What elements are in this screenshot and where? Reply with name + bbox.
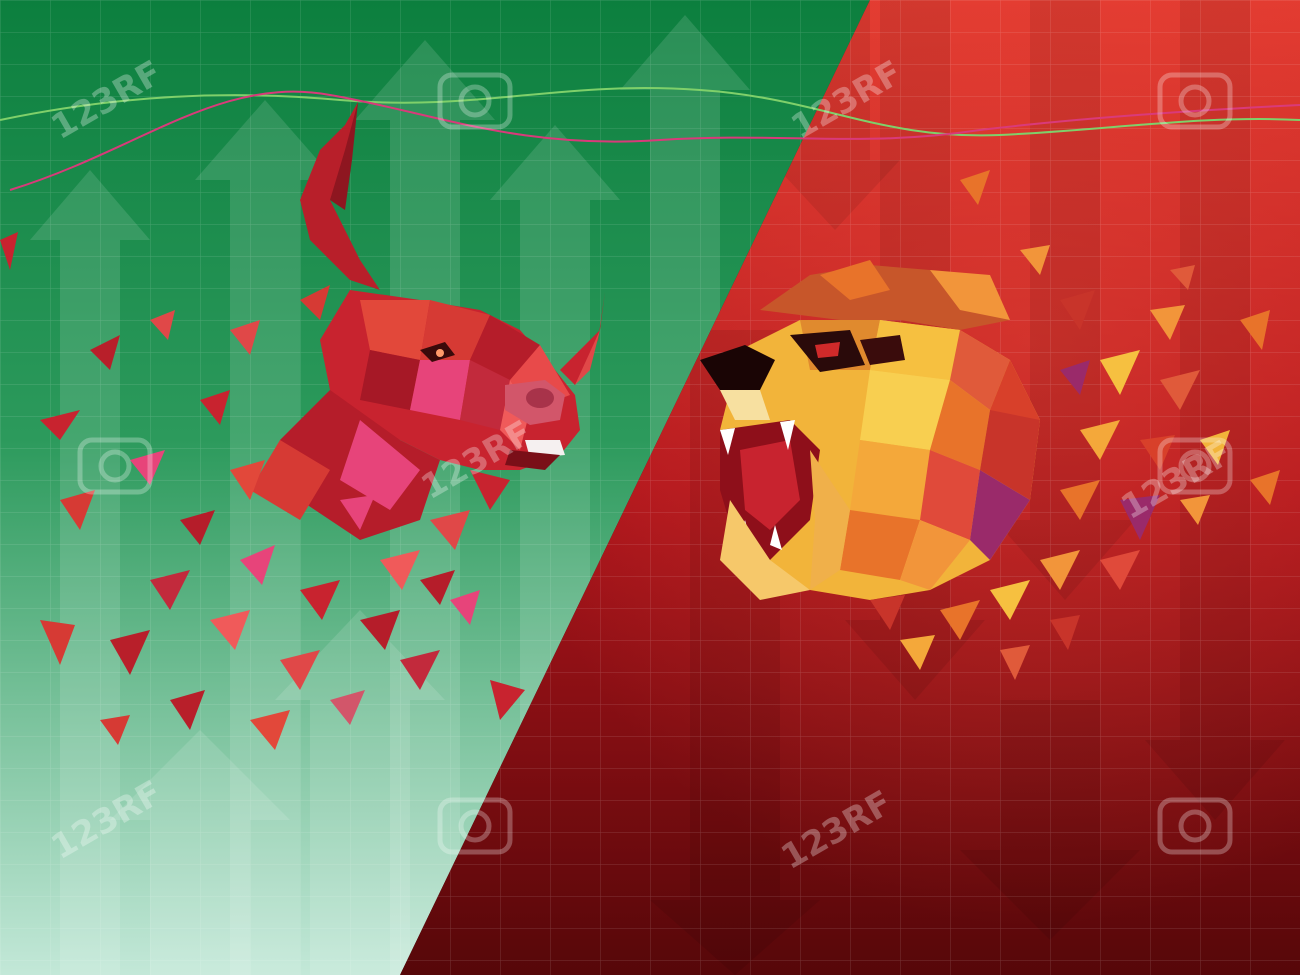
bear-head (700, 260, 1040, 600)
camera-icon (437, 72, 513, 130)
camera-icon (1157, 437, 1233, 495)
up-arrows (0, 0, 870, 975)
bear-fragments (870, 170, 1280, 680)
camera-icon (77, 437, 153, 495)
camera-icon (1157, 797, 1233, 855)
camera-icon (1157, 72, 1233, 130)
camera-icon (437, 797, 513, 855)
bull-fragments (0, 232, 525, 750)
market-trend-lines (0, 87, 1300, 191)
bull-head (250, 102, 605, 540)
green-bull-panel (0, 0, 870, 975)
